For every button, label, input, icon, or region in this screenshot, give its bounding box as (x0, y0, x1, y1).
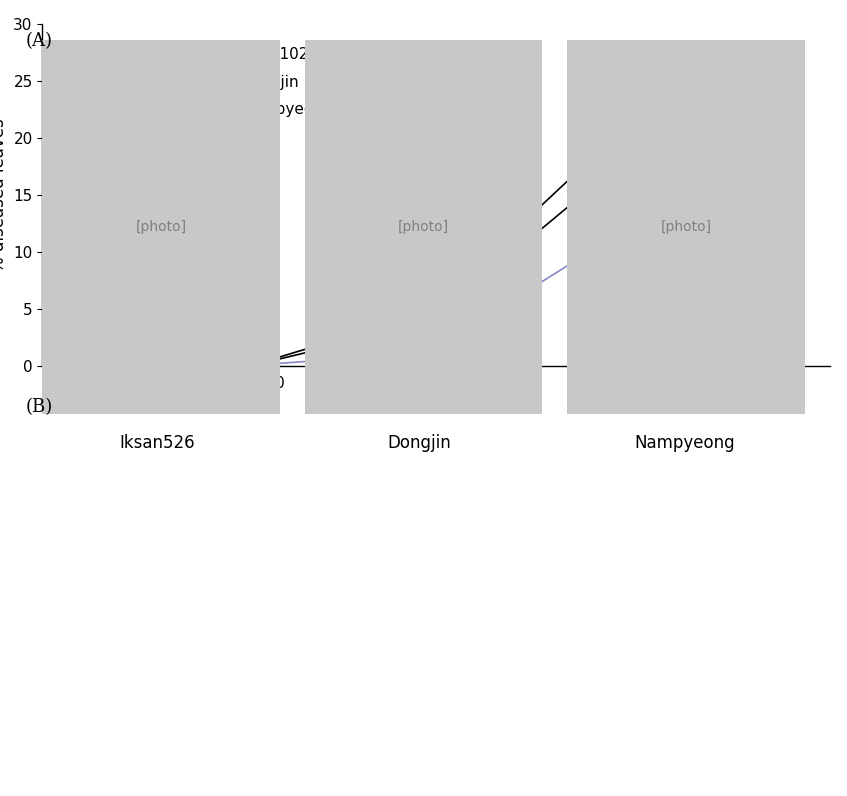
Text: [photo]: [photo] (136, 220, 186, 234)
Text: (B): (B) (25, 398, 53, 416)
Text: Nampyeong: Nampyeong (634, 434, 734, 452)
Text: [photo]: [photo] (398, 220, 449, 234)
Text: (A): (A) (25, 32, 53, 50)
Text: Dongjin: Dongjin (387, 434, 451, 452)
Legend: Agb0102, Dongjin, Nampyeong: Agb0102, Dongjin, Nampyeong (191, 38, 340, 125)
X-axis label: Date: Date (412, 396, 460, 415)
Y-axis label: % diseased leaves: % diseased leaves (0, 119, 8, 272)
Text: Iksan526: Iksan526 (119, 434, 195, 452)
Text: [photo]: [photo] (661, 220, 711, 234)
